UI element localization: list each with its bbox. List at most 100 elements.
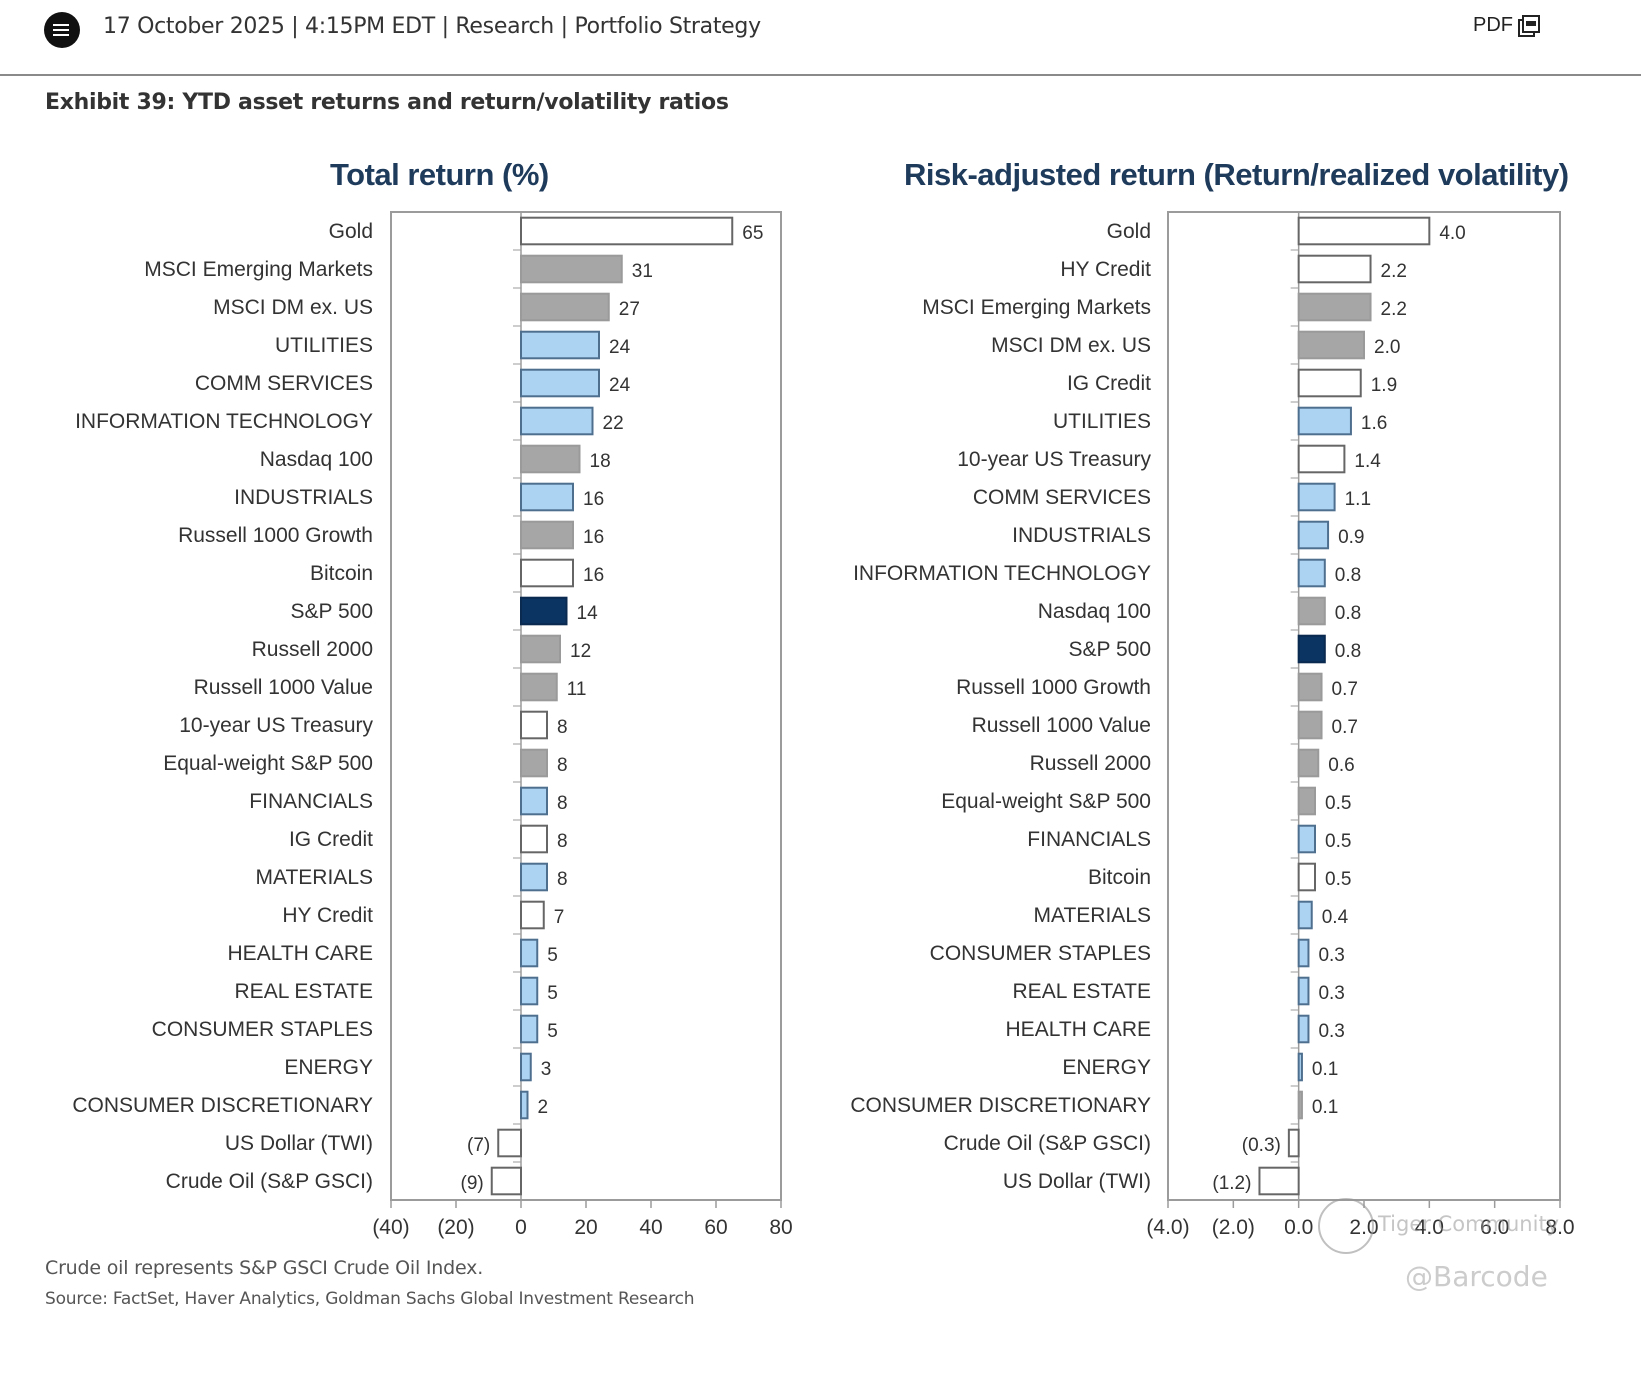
total-return-value-label: 5 bbox=[547, 945, 558, 966]
total-return-category-label: REAL ESTATE bbox=[235, 980, 373, 1003]
total-return-bar bbox=[520, 596, 568, 626]
risk-adjusted-value-label: 4.0 bbox=[1439, 223, 1465, 244]
risk-adjusted-x-tick-label: 6.0 bbox=[1480, 1216, 1509, 1239]
total-return-bar bbox=[520, 406, 594, 436]
watermark-handle: @Barcode bbox=[1405, 1260, 1548, 1293]
risk-adjusted-category-label: Russell 1000 Value bbox=[972, 714, 1151, 737]
risk-adjusted-bar bbox=[1297, 1052, 1303, 1082]
risk-adjusted-bar bbox=[1297, 672, 1323, 702]
risk-adjusted-value-label: 0.3 bbox=[1318, 1021, 1344, 1042]
total-return-bar bbox=[520, 368, 600, 398]
total-return-value-label: 24 bbox=[609, 375, 631, 396]
pdf-link[interactable]: PDF bbox=[1473, 14, 1513, 36]
total-return-bar bbox=[520, 254, 623, 284]
risk-adjusted-category-label: Bitcoin bbox=[1088, 866, 1151, 889]
risk-adjusted-category-label: CONSUMER DISCRETIONARY bbox=[850, 1094, 1151, 1117]
risk-adjusted-return-chart: (4.0) (2.0) 0.0 2.0 4.0 6.0 8.0 Gold 4.0 HY Credi… bbox=[850, 211, 1575, 1239]
report-meta: 17 October 2025 | 4:15PM EDT | Research … bbox=[103, 14, 761, 39]
total-return-category-label: Russell 1000 Value bbox=[194, 676, 373, 699]
exhibit-title: Exhibit 39: YTD asset returns and return… bbox=[45, 90, 729, 115]
risk-adjusted-value-label: 0.1 bbox=[1312, 1097, 1338, 1118]
total-return-category-label: ENERGY bbox=[284, 1056, 373, 1079]
total-return-value-label: 14 bbox=[577, 603, 599, 624]
total-return-category-label: Gold bbox=[329, 220, 373, 243]
risk-adjusted-value-label: 1.6 bbox=[1361, 413, 1387, 434]
risk-adjusted-category-label: UTILITIES bbox=[1053, 410, 1151, 433]
hamburger-menu-icon[interactable] bbox=[44, 12, 80, 48]
risk-adjusted-value-label: 0.3 bbox=[1318, 983, 1344, 1004]
total-return-bar bbox=[520, 292, 610, 322]
total-return-category-label: FINANCIALS bbox=[249, 790, 373, 813]
total-return-bar bbox=[520, 634, 561, 664]
total-return-bar bbox=[520, 710, 548, 740]
risk-adjusted-category-label: 10-year US Treasury bbox=[957, 448, 1151, 471]
total-return-value-label: 2 bbox=[538, 1097, 549, 1118]
total-return-category-label: Bitcoin bbox=[310, 562, 373, 585]
risk-adjusted-value-label: 0.8 bbox=[1335, 641, 1361, 662]
risk-adjusted-bar bbox=[1258, 1166, 1300, 1196]
total-return-category-label: COMM SERVICES bbox=[195, 372, 373, 395]
risk-adjusted-value-label: 1.1 bbox=[1345, 489, 1371, 510]
right-chart-title: Risk-adjusted return (Return/realized vo… bbox=[904, 157, 1569, 192]
total-return-value-label: 8 bbox=[557, 869, 568, 890]
total-return-bar bbox=[520, 938, 539, 968]
total-return-bar bbox=[520, 558, 574, 588]
total-return-value-label: 16 bbox=[583, 565, 604, 586]
risk-adjusted-category-label: HY Credit bbox=[1060, 258, 1151, 281]
footnote: Crude oil represents S&P GSCI Crude Oil … bbox=[45, 1257, 484, 1279]
risk-adjusted-category-label: MATERIALS bbox=[1034, 904, 1151, 927]
risk-adjusted-x-tick-label: 4.0 bbox=[1415, 1216, 1444, 1239]
risk-adjusted-category-label: HEALTH CARE bbox=[1006, 1018, 1151, 1041]
total-return-x-tick-label: 80 bbox=[769, 1216, 792, 1239]
total-return-x-tick-label: 20 bbox=[574, 1216, 597, 1239]
total-return-value-label: 7 bbox=[554, 907, 565, 928]
risk-adjusted-category-label: Nasdaq 100 bbox=[1038, 600, 1151, 623]
total-return-bar bbox=[520, 672, 558, 702]
risk-adjusted-value-label: 0.9 bbox=[1338, 527, 1364, 548]
risk-adjusted-bar bbox=[1297, 862, 1316, 892]
total-return-category-label: HY Credit bbox=[282, 904, 373, 927]
risk-adjusted-x-tick-label: (4.0) bbox=[1146, 1216, 1189, 1239]
risk-adjusted-bar bbox=[1297, 292, 1372, 322]
risk-adjusted-category-label: Gold bbox=[1107, 220, 1151, 243]
total-return-bar bbox=[490, 1166, 522, 1196]
total-return-category-label: INFORMATION TECHNOLOGY bbox=[75, 410, 373, 433]
total-return-category-label: S&P 500 bbox=[290, 600, 373, 623]
risk-adjusted-value-label: 1.4 bbox=[1354, 451, 1381, 472]
total-return-bar bbox=[520, 1052, 532, 1082]
total-return-category-label: IG Credit bbox=[289, 828, 373, 851]
risk-adjusted-category-label: FINANCIALS bbox=[1027, 828, 1151, 851]
risk-adjusted-value-label: 1.9 bbox=[1371, 375, 1397, 396]
total-return-category-label: HEALTH CARE bbox=[228, 942, 373, 965]
total-return-category-label: INDUSTRIALS bbox=[234, 486, 373, 509]
total-return-category-label: 10-year US Treasury bbox=[179, 714, 373, 737]
total-return-category-label: MSCI Emerging Markets bbox=[144, 258, 373, 281]
pdf-document-icon[interactable] bbox=[1518, 15, 1540, 37]
risk-adjusted-value-label: 0.3 bbox=[1318, 945, 1344, 966]
risk-adjusted-value-label: 0.7 bbox=[1332, 717, 1358, 738]
top-bar: 17 October 2025 | 4:15PM EDT | Research … bbox=[0, 0, 1641, 76]
risk-adjusted-value-label: (0.3) bbox=[1242, 1135, 1281, 1156]
risk-adjusted-bar bbox=[1297, 976, 1310, 1006]
total-return-value-label: 22 bbox=[603, 413, 624, 434]
risk-adjusted-bar bbox=[1297, 824, 1316, 854]
total-return-category-label: Russell 1000 Growth bbox=[178, 524, 373, 547]
risk-adjusted-category-label: Russell 2000 bbox=[1030, 752, 1151, 775]
risk-adjusted-bar bbox=[1297, 748, 1320, 778]
total-return-category-label: MATERIALS bbox=[256, 866, 373, 889]
risk-adjusted-bar bbox=[1297, 520, 1330, 550]
risk-adjusted-value-label: 0.4 bbox=[1322, 907, 1349, 928]
risk-adjusted-category-label: Crude Oil (S&P GSCI) bbox=[944, 1132, 1151, 1155]
risk-adjusted-value-label: 0.5 bbox=[1325, 831, 1351, 852]
total-return-x-tick-label: 0 bbox=[515, 1216, 527, 1239]
total-return-value-label: (7) bbox=[467, 1135, 490, 1156]
risk-adjusted-category-label: REAL ESTATE bbox=[1013, 980, 1151, 1003]
risk-adjusted-bar bbox=[1297, 1014, 1310, 1044]
risk-adjusted-value-label: 0.6 bbox=[1328, 755, 1354, 776]
left-chart-title: Total return (%) bbox=[330, 157, 549, 192]
risk-adjusted-bar bbox=[1297, 482, 1336, 512]
total-return-bar bbox=[520, 482, 574, 512]
risk-adjusted-value-label: 2.0 bbox=[1374, 337, 1400, 358]
total-return-category-label: Nasdaq 100 bbox=[260, 448, 373, 471]
risk-adjusted-value-label: 0.8 bbox=[1335, 603, 1361, 624]
